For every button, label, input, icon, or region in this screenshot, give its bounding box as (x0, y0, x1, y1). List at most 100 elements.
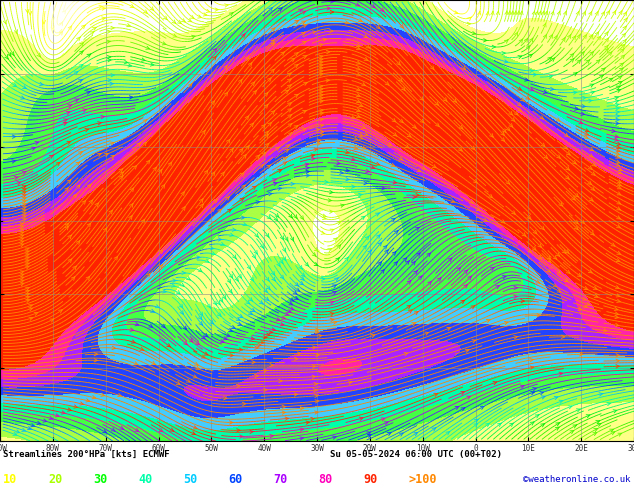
FancyArrowPatch shape (25, 266, 29, 269)
FancyArrowPatch shape (290, 298, 294, 301)
FancyArrowPatch shape (25, 260, 29, 263)
FancyArrowPatch shape (247, 266, 250, 269)
FancyArrowPatch shape (137, 143, 141, 147)
FancyArrowPatch shape (302, 111, 306, 114)
FancyArrowPatch shape (37, 421, 41, 424)
FancyArrowPatch shape (191, 432, 195, 435)
FancyArrowPatch shape (525, 78, 528, 81)
FancyArrowPatch shape (530, 69, 533, 73)
FancyArrowPatch shape (489, 133, 493, 137)
FancyArrowPatch shape (522, 233, 526, 236)
FancyArrowPatch shape (311, 417, 314, 420)
FancyArrowPatch shape (114, 256, 117, 260)
FancyArrowPatch shape (397, 61, 400, 65)
FancyArrowPatch shape (616, 118, 619, 122)
FancyArrowPatch shape (548, 57, 552, 61)
FancyArrowPatch shape (20, 241, 23, 244)
FancyArrowPatch shape (561, 335, 565, 339)
FancyArrowPatch shape (415, 312, 418, 315)
FancyArrowPatch shape (364, 57, 368, 60)
FancyArrowPatch shape (170, 428, 174, 431)
FancyArrowPatch shape (276, 318, 280, 321)
FancyArrowPatch shape (300, 428, 304, 431)
FancyArrowPatch shape (285, 237, 288, 241)
FancyArrowPatch shape (469, 200, 473, 203)
FancyArrowPatch shape (361, 217, 365, 220)
FancyArrowPatch shape (37, 53, 41, 57)
FancyArrowPatch shape (538, 255, 542, 259)
FancyArrowPatch shape (20, 238, 23, 241)
FancyArrowPatch shape (135, 428, 139, 432)
FancyArrowPatch shape (457, 268, 460, 271)
FancyArrowPatch shape (549, 35, 552, 38)
FancyArrowPatch shape (195, 362, 198, 365)
FancyArrowPatch shape (544, 155, 548, 159)
FancyArrowPatch shape (240, 435, 243, 438)
FancyArrowPatch shape (22, 207, 26, 210)
FancyArrowPatch shape (306, 170, 309, 173)
FancyArrowPatch shape (615, 316, 619, 318)
FancyArrowPatch shape (356, 88, 360, 91)
FancyArrowPatch shape (364, 181, 367, 185)
FancyArrowPatch shape (436, 123, 439, 126)
FancyArrowPatch shape (22, 216, 26, 219)
FancyArrowPatch shape (335, 278, 339, 281)
FancyArrowPatch shape (268, 78, 271, 81)
FancyArrowPatch shape (198, 269, 202, 272)
FancyArrowPatch shape (111, 26, 114, 29)
FancyArrowPatch shape (34, 312, 38, 316)
FancyArrowPatch shape (269, 435, 273, 438)
FancyArrowPatch shape (162, 42, 166, 45)
FancyArrowPatch shape (615, 100, 619, 103)
FancyArrowPatch shape (25, 251, 29, 254)
FancyArrowPatch shape (266, 333, 269, 336)
FancyArrowPatch shape (483, 218, 487, 221)
FancyArrowPatch shape (93, 27, 96, 30)
FancyArrowPatch shape (112, 346, 115, 349)
FancyArrowPatch shape (312, 375, 316, 378)
FancyArrowPatch shape (288, 124, 292, 127)
FancyArrowPatch shape (557, 289, 561, 292)
FancyArrowPatch shape (505, 11, 508, 15)
FancyArrowPatch shape (616, 146, 620, 148)
FancyArrowPatch shape (528, 249, 532, 253)
FancyArrowPatch shape (616, 103, 619, 107)
FancyArrowPatch shape (484, 39, 487, 42)
FancyArrowPatch shape (314, 248, 318, 251)
FancyArrowPatch shape (108, 59, 111, 62)
FancyArrowPatch shape (393, 181, 397, 184)
FancyArrowPatch shape (354, 147, 358, 149)
FancyArrowPatch shape (414, 270, 417, 274)
FancyArrowPatch shape (517, 108, 521, 112)
FancyArrowPatch shape (521, 299, 524, 303)
FancyArrowPatch shape (319, 58, 323, 61)
FancyArrowPatch shape (287, 310, 291, 313)
FancyArrowPatch shape (541, 396, 545, 399)
FancyArrowPatch shape (303, 56, 307, 59)
FancyArrowPatch shape (345, 21, 349, 24)
FancyArrowPatch shape (472, 340, 476, 343)
FancyArrowPatch shape (588, 99, 592, 102)
FancyArrowPatch shape (590, 197, 593, 201)
FancyArrowPatch shape (465, 349, 469, 352)
FancyArrowPatch shape (486, 319, 490, 322)
FancyArrowPatch shape (583, 305, 587, 308)
FancyArrowPatch shape (577, 35, 580, 39)
FancyArrowPatch shape (282, 411, 285, 415)
FancyArrowPatch shape (255, 346, 258, 349)
FancyArrowPatch shape (127, 24, 131, 26)
FancyArrowPatch shape (574, 220, 578, 223)
FancyArrowPatch shape (591, 187, 595, 190)
FancyArrowPatch shape (98, 122, 101, 125)
FancyArrowPatch shape (25, 254, 29, 257)
FancyArrowPatch shape (35, 142, 39, 145)
FancyArrowPatch shape (215, 8, 219, 11)
FancyArrowPatch shape (153, 167, 157, 171)
FancyArrowPatch shape (295, 283, 299, 286)
FancyArrowPatch shape (79, 152, 82, 155)
FancyArrowPatch shape (521, 385, 524, 388)
FancyArrowPatch shape (197, 256, 200, 259)
FancyArrowPatch shape (474, 179, 477, 183)
FancyArrowPatch shape (223, 295, 226, 299)
FancyArrowPatch shape (330, 210, 333, 213)
